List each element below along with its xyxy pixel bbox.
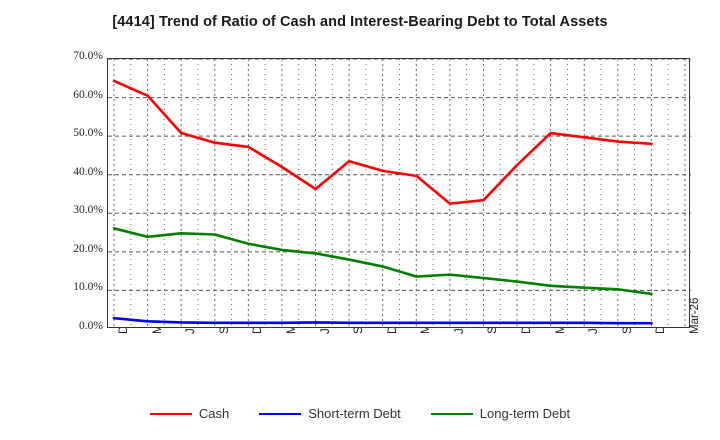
legend-line-icon (430, 412, 473, 415)
legend-label: Short-term Debt (308, 406, 401, 421)
legend-line-icon (149, 412, 192, 415)
y-tick-label: 20.0% (73, 242, 103, 255)
series-line-cash (112, 79, 653, 205)
legend-item-short-term-debt[interactable]: Short-term Debt (259, 406, 401, 421)
legend-item-cash[interactable]: Cash (149, 406, 230, 421)
y-tick-label: 40.0% (73, 165, 103, 178)
y-tick-label: 70.0% (73, 50, 103, 62)
legend-item-long-term-debt[interactable]: Long-term Debt (430, 406, 571, 421)
plot-area (107, 58, 691, 329)
chart-title: [4414] Trend of Ratio of Cash and Intere… (112, 14, 608, 30)
series-line-long-term-debt (112, 227, 653, 296)
legend-line-icon (259, 412, 302, 415)
legend-label: Cash (198, 406, 230, 421)
y-tick-label: 60.0% (73, 88, 103, 101)
series-line-short-term-debt (112, 316, 653, 325)
y-tick-label: 0.0% (79, 320, 103, 332)
y-tick-label: 30.0% (73, 204, 103, 217)
chart-legend: Cash Short-term Debt Long-term Debt (0, 406, 720, 421)
legend-label: Long-term Debt (479, 406, 571, 421)
y-axis-tick-labels: 0.0% 10.0% 20.0% 30.0% 40.0% 50.0% 60.0% 70.0% (48, 0, 103, 440)
y-tick-label: 10.0% (73, 281, 103, 294)
y-tick-label: 50.0% (73, 127, 103, 140)
plot-svg (108, 59, 691, 329)
